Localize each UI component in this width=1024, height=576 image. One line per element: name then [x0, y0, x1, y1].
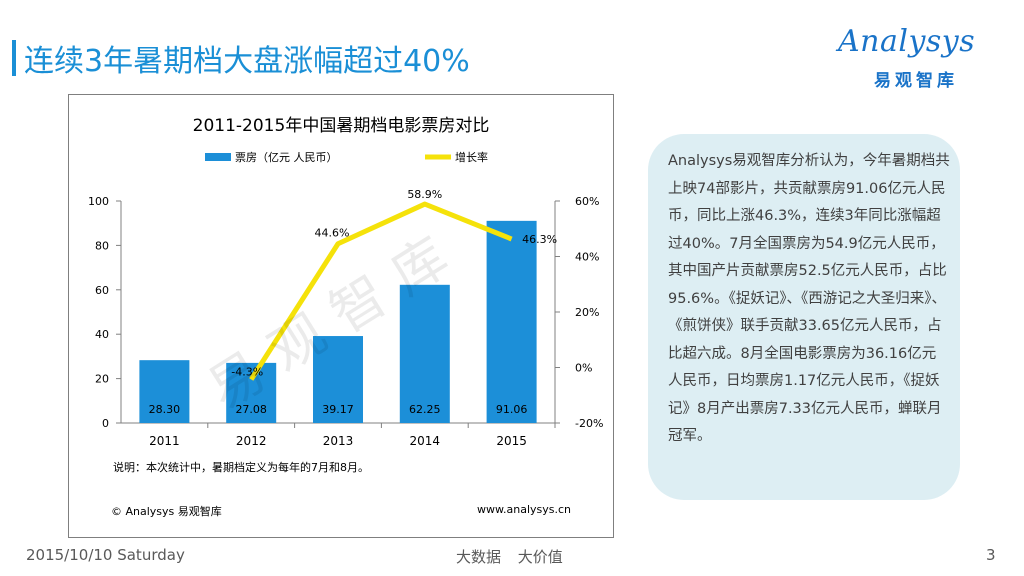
y-right-tick-label: -20% [575, 417, 603, 430]
x-tick-label: 2013 [323, 434, 354, 448]
chart-source: © Analysys 易观智库 [111, 505, 222, 518]
y-left-tick-label: 100 [88, 195, 109, 208]
growth-line [249, 201, 513, 381]
legend-label-growth: 增长率 [455, 150, 488, 164]
bar-2011 [139, 360, 190, 423]
x-tick-label: 2011 [149, 434, 180, 448]
chart-note: 说明：本次统计中，暑期档定义为每年的7月和8月。 [113, 461, 369, 474]
x-tick-label: 2012 [236, 434, 267, 448]
title-accent-bar [12, 40, 16, 76]
y-right-tick-label: 60% [575, 195, 599, 208]
y-right-tick-label: 40% [575, 251, 599, 264]
chart-url: www.analysys.cn [477, 503, 571, 516]
y-right-tick-label: 0% [575, 362, 592, 375]
bar-value-label: 39.17 [322, 403, 354, 416]
y-left-tick-label: 40 [95, 328, 109, 341]
legend-label-box-office: 票房（亿元 人民币） [235, 151, 338, 164]
bar-value-label: 27.08 [235, 403, 267, 416]
chart-title: 2011-2015年中国暑期档电影票房对比 [193, 116, 490, 136]
footer-date: 2015/10/10 Saturday [26, 546, 185, 564]
y-right-tick-label: 20% [575, 306, 599, 319]
growth-label: 44.6% [315, 227, 350, 240]
growth-label: -4.3% [231, 365, 263, 378]
bar-2014 [399, 284, 450, 423]
bar-value-label: 62.25 [409, 403, 441, 416]
growth-label: 58.9% [407, 188, 442, 201]
y-left-tick-label: 0 [102, 417, 109, 430]
legend-swatch-box-office [205, 153, 231, 161]
x-tick-label: 2015 [496, 434, 527, 448]
analysys-logo: Analysys 易观智库 [838, 24, 1008, 94]
slide-title: 连续3年暑期档大盘涨幅超过40% [24, 44, 470, 79]
x-tick-label: 2014 [410, 434, 441, 448]
logo-text-en: Analysys [838, 24, 976, 59]
page-number: 3 [986, 546, 996, 564]
bar-2015 [486, 220, 537, 423]
logo-text-cn: 易观智库 [874, 71, 958, 91]
y-left-tick-label: 60 [95, 284, 109, 297]
analysis-panel: Analysys易观智库分析认为，今年暑期档共上映74部影片，共贡献票房91.0… [648, 134, 960, 500]
y-left-tick-label: 80 [95, 239, 109, 252]
bar-2013 [313, 336, 363, 423]
analysis-text: Analysys易观智库分析认为，今年暑期档共上映74部影片，共贡献票房91.0… [668, 153, 950, 444]
bar-value-label: 28.30 [149, 403, 181, 416]
bar-2012 [226, 362, 277, 423]
footer-slogan: 大数据 大价值 [456, 548, 563, 566]
growth-label: 46.3% [522, 233, 557, 246]
y-left-tick-label: 20 [95, 373, 109, 386]
chart-frame: 2011-2015年中国暑期档电影票房对比票房（亿元 人民币） 增长率 0 20 40 6… [68, 94, 614, 538]
bar-value-label: 91.06 [496, 403, 527, 416]
